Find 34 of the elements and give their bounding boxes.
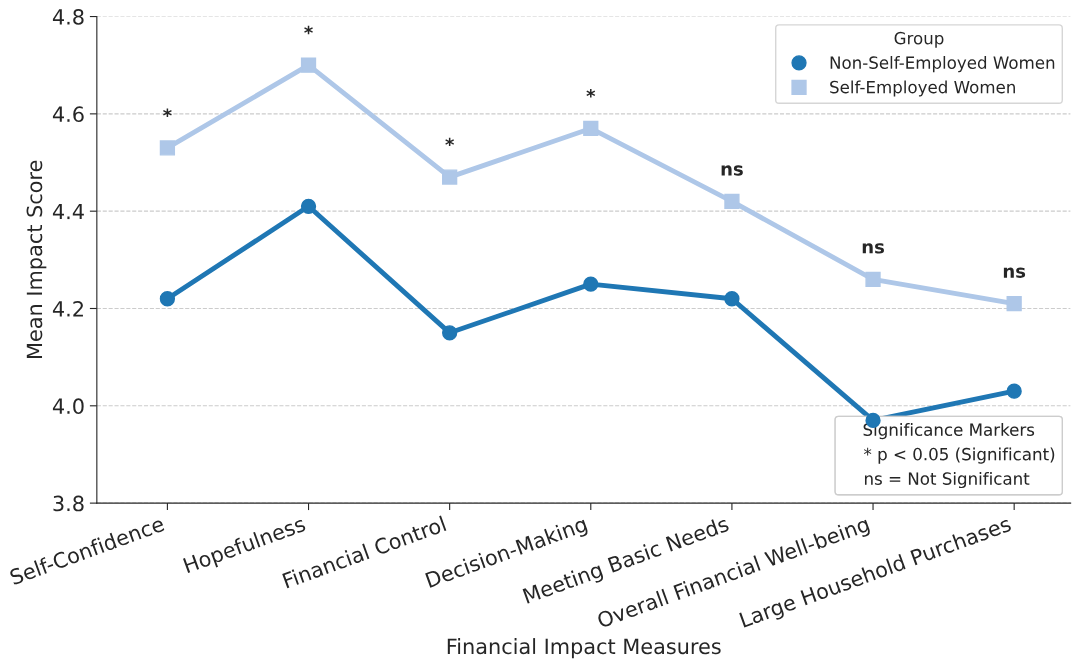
point: [724, 291, 740, 307]
annotation: * p < 0.05 (Significant): [863, 447, 1055, 464]
legend-label: Self-Employed Women: [830, 80, 1015, 97]
legend-label: Non-Self-Employed Women: [830, 56, 1055, 73]
point: [583, 120, 599, 137]
y-tick-label: 4.8: [52, 9, 84, 25]
y-tick-label: 3.8: [53, 495, 84, 512]
annotation: Significance Markers: [863, 423, 1035, 440]
legend-title: Group: [894, 31, 944, 48]
y-tick-label: 4.4: [52, 203, 84, 220]
annotation: ns: [862, 243, 884, 254]
annotation: ns: [721, 165, 743, 176]
annotation: ns: [1003, 267, 1026, 278]
y-tick-label: 4.2: [52, 300, 83, 317]
point: [865, 271, 881, 287]
point: [724, 193, 740, 210]
annotation: ns = Not Significant: [864, 471, 1030, 489]
point: [159, 291, 176, 307]
annotation: *: [163, 108, 172, 117]
point: [442, 325, 458, 341]
y-tick-label: 4.0: [52, 398, 84, 415]
point: [442, 169, 458, 185]
point: [1006, 295, 1022, 312]
point: [159, 140, 176, 156]
x-axis-title: Financial Impact Measures: [447, 638, 721, 659]
point: [300, 57, 317, 73]
y-tick-label: 4.6: [52, 106, 84, 123]
annotation: *: [445, 137, 455, 147]
y-axis-title: Mean Impact Score: [26, 160, 47, 358]
annotation: *: [586, 89, 596, 98]
point: [1006, 383, 1022, 399]
annotation: *: [304, 25, 313, 35]
point: [300, 198, 317, 214]
point: [583, 276, 599, 292]
